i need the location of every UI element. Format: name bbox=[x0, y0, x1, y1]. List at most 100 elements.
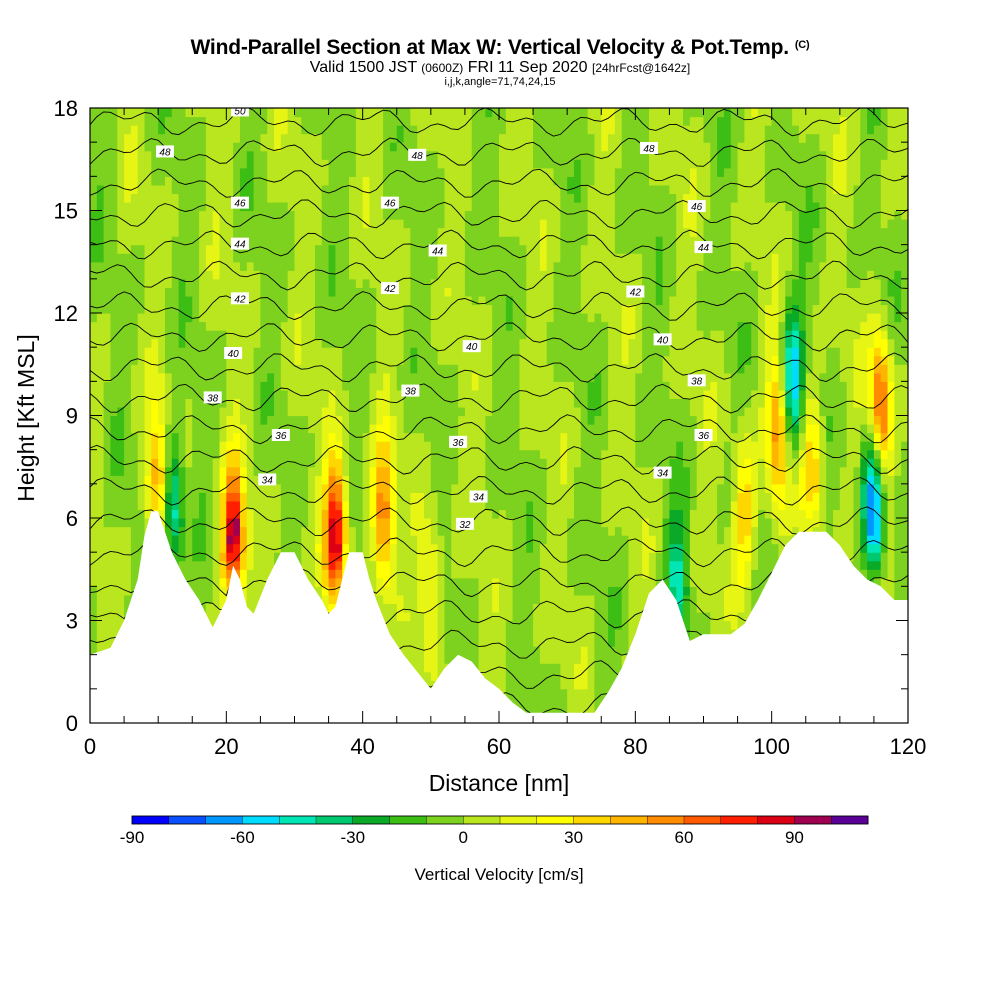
velocity-cell bbox=[342, 364, 350, 374]
velocity-cell bbox=[308, 475, 316, 485]
velocity-cell bbox=[212, 167, 221, 177]
velocity-cell bbox=[239, 372, 248, 382]
velocity-cell bbox=[369, 176, 377, 186]
velocity-cell bbox=[519, 620, 527, 630]
velocity-cell bbox=[424, 219, 432, 229]
velocity-cell bbox=[471, 620, 480, 630]
velocity-cell bbox=[369, 500, 377, 511]
velocity-cell bbox=[430, 253, 439, 263]
velocity-cell bbox=[376, 227, 384, 237]
velocity-cell bbox=[396, 236, 405, 246]
velocity-cell bbox=[212, 458, 221, 468]
velocity-cell bbox=[335, 458, 343, 468]
velocity-cell bbox=[246, 244, 255, 254]
velocity-cell bbox=[226, 176, 234, 186]
velocity-cell bbox=[280, 355, 289, 365]
velocity-cell bbox=[226, 150, 234, 160]
velocity-cell bbox=[199, 398, 207, 408]
velocity-cell bbox=[349, 287, 357, 297]
velocity-cell bbox=[342, 261, 350, 271]
velocity-cell bbox=[130, 406, 139, 417]
velocity-cell bbox=[349, 193, 357, 203]
velocity-cell bbox=[96, 167, 105, 177]
velocity-cell bbox=[308, 466, 316, 476]
velocity-cell bbox=[437, 586, 446, 596]
velocity-cell bbox=[437, 347, 446, 357]
velocity-cell bbox=[96, 108, 105, 118]
velocity-cell bbox=[117, 159, 125, 169]
velocity-cell bbox=[376, 338, 384, 348]
velocity-cell bbox=[267, 236, 275, 246]
velocity-cell bbox=[226, 415, 234, 425]
velocity-cell bbox=[280, 466, 289, 476]
velocity-cell bbox=[362, 441, 371, 451]
velocity-cell bbox=[144, 219, 152, 229]
velocity-cell bbox=[437, 552, 446, 562]
velocity-cell bbox=[485, 594, 493, 605]
velocity-cell bbox=[287, 321, 296, 331]
velocity-cell bbox=[301, 449, 309, 459]
velocity-cell bbox=[424, 671, 432, 681]
velocity-cell bbox=[396, 244, 405, 254]
velocity-cell bbox=[533, 313, 541, 323]
velocity-cell bbox=[103, 424, 112, 434]
velocity-cell bbox=[437, 125, 446, 135]
velocity-cell bbox=[205, 244, 214, 254]
velocity-cell bbox=[444, 330, 452, 340]
velocity-cell bbox=[342, 295, 350, 306]
velocity-cell bbox=[314, 389, 323, 400]
velocity-cell bbox=[546, 526, 555, 536]
velocity-cell bbox=[444, 500, 452, 511]
velocity-cell bbox=[471, 500, 480, 511]
velocity-cell bbox=[389, 295, 398, 306]
velocity-cell bbox=[144, 133, 152, 143]
velocity-cell bbox=[505, 150, 514, 160]
velocity-cell bbox=[294, 364, 302, 374]
velocity-cell bbox=[383, 432, 391, 442]
velocity-cell bbox=[287, 347, 296, 357]
velocity-cell bbox=[553, 184, 561, 195]
velocity-cell bbox=[539, 449, 548, 459]
velocity-cell bbox=[239, 415, 248, 425]
velocity-cell bbox=[451, 193, 459, 203]
velocity-cell bbox=[349, 526, 357, 536]
velocity-cell bbox=[267, 278, 275, 288]
velocity-cell bbox=[349, 261, 357, 271]
velocity-cell bbox=[505, 671, 514, 681]
velocity-cell bbox=[117, 389, 125, 400]
velocity-cell bbox=[369, 458, 377, 468]
velocity-cell bbox=[471, 432, 480, 442]
velocity-cell bbox=[396, 338, 405, 348]
velocity-cell bbox=[451, 594, 459, 605]
velocity-cell bbox=[335, 381, 343, 391]
velocity-cell bbox=[308, 287, 316, 297]
velocity-cell bbox=[267, 270, 275, 280]
velocity-cell bbox=[464, 193, 473, 203]
velocity-cell bbox=[239, 466, 248, 476]
velocity-cell bbox=[280, 159, 289, 169]
velocity-cell bbox=[178, 509, 187, 519]
velocity-cell bbox=[294, 492, 302, 502]
velocity-cell bbox=[546, 201, 555, 212]
velocity-cell bbox=[492, 201, 500, 212]
velocity-cell bbox=[233, 321, 241, 331]
velocity-cell bbox=[417, 518, 425, 528]
velocity-cell bbox=[335, 338, 343, 348]
velocity-cell bbox=[553, 176, 561, 186]
velocity-cell bbox=[505, 611, 514, 622]
velocity-cell bbox=[376, 330, 384, 340]
velocity-cell bbox=[533, 697, 541, 707]
velocity-cell bbox=[192, 424, 200, 434]
velocity-cell bbox=[451, 415, 459, 425]
velocity-cell bbox=[478, 552, 486, 562]
velocity-cell bbox=[280, 236, 289, 246]
velocity-cell bbox=[274, 543, 282, 553]
velocity-cell bbox=[519, 415, 527, 425]
velocity-cell bbox=[355, 483, 364, 493]
velocity-cell bbox=[137, 227, 146, 237]
velocity-cell bbox=[424, 330, 432, 340]
velocity-cell bbox=[321, 560, 330, 570]
velocity-cell bbox=[110, 569, 118, 579]
velocity-cell bbox=[485, 244, 493, 254]
velocity-cell bbox=[335, 295, 343, 306]
